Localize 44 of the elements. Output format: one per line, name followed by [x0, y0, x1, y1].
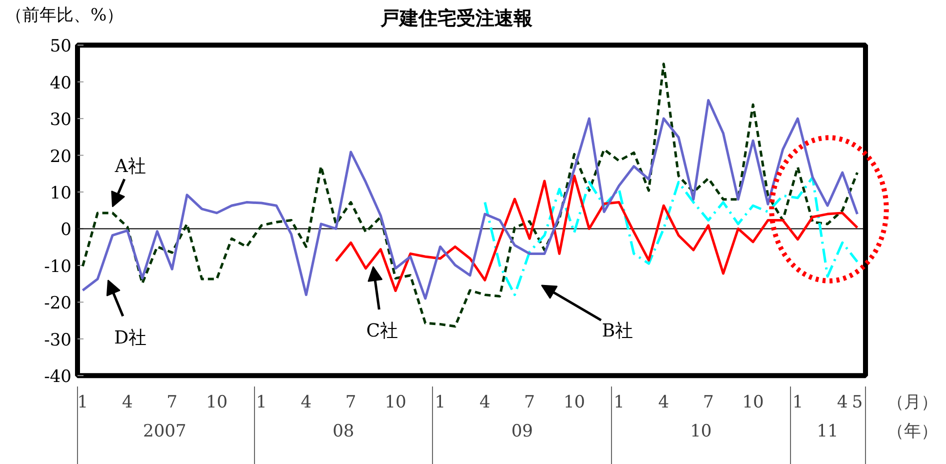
x-tick-label: 10 — [384, 392, 406, 412]
y-tick-label: 50 — [50, 36, 72, 57]
x-tick-label: 1 — [256, 392, 267, 412]
x-tick-label: 1 — [792, 392, 804, 412]
text: B社 — [602, 320, 634, 342]
text: A社 — [114, 156, 146, 177]
text: 08 — [332, 422, 354, 442]
x-tick-label: 7 — [524, 392, 536, 412]
line-series — [81, 98, 859, 300]
y-tick-label: -20 — [44, 294, 72, 314]
x-tick-label: 4 — [122, 392, 133, 412]
x-tick-label: 4 — [658, 392, 670, 412]
y-tick-label: 10 — [50, 184, 72, 204]
x-tick-label: 1 — [434, 392, 446, 412]
x-tick-label: 4 — [837, 392, 848, 412]
series-label: C社 — [366, 320, 398, 342]
x-tick-label: 1 — [77, 392, 88, 412]
x-axis-title: （月） — [887, 392, 938, 412]
y-tick-label: 40 — [50, 73, 72, 94]
x-tick-label: 10 — [742, 392, 764, 412]
y-tick-label: -10 — [44, 256, 72, 277]
y-tick-label: 30 — [50, 110, 72, 130]
y-tick-label: 20 — [50, 146, 72, 167]
chart-title: 戸建住宅受注速報 — [380, 7, 534, 30]
text: D社 — [114, 327, 147, 348]
x-tick-label: 7 — [702, 392, 714, 412]
y-tick-label: -30 — [44, 330, 72, 350]
x-tick-label: 7 — [345, 392, 356, 412]
x-tick-label: 4 — [300, 392, 312, 412]
y-tick-label: 0 — [60, 220, 72, 240]
x-tick-label: 4 — [480, 392, 490, 412]
x-tick-label: 10 — [206, 392, 228, 412]
text: 09 — [511, 422, 533, 442]
text: 2007 — [143, 422, 186, 442]
text: 11 — [816, 422, 838, 442]
x-tick-label: 10 — [563, 392, 586, 412]
line-series — [484, 176, 859, 296]
x-tick-label: 7 — [166, 392, 178, 412]
y-axis-title: （前年比、%） — [6, 5, 124, 26]
x-tick-label: 5 — [852, 392, 863, 412]
text: 10 — [690, 422, 712, 442]
y-tick-label: -40 — [44, 367, 72, 388]
x-tick-label: 1 — [614, 392, 624, 412]
text: （年） — [887, 422, 938, 442]
